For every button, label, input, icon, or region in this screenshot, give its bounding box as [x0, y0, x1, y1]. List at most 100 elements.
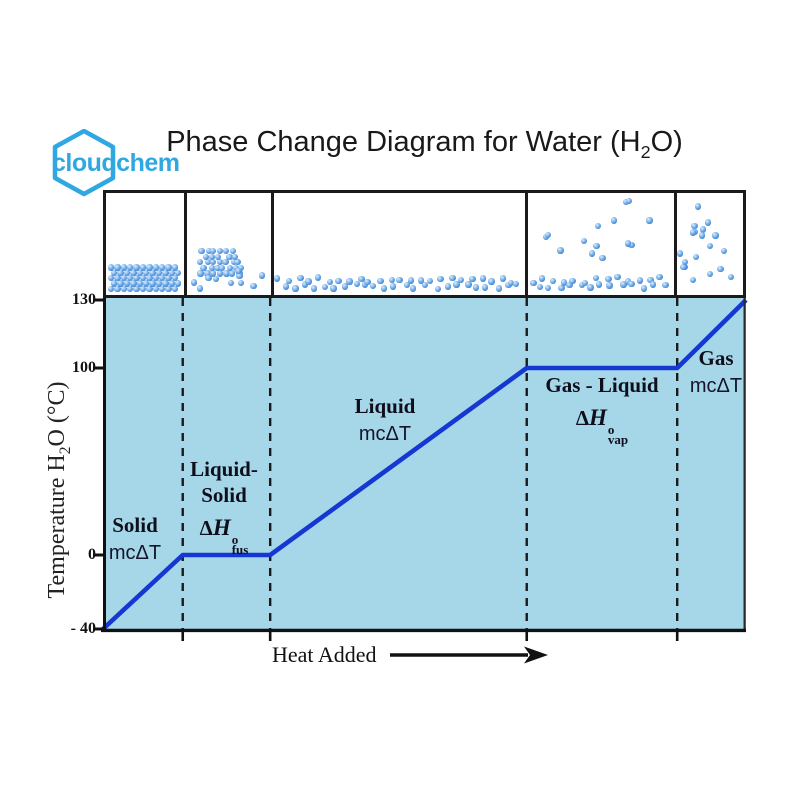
- molecule-dot: [421, 281, 429, 289]
- strip-particles: [106, 193, 743, 295]
- molecule-dot: [614, 273, 621, 281]
- molecule-dot: [273, 275, 280, 282]
- y-tick-label--40: - 40: [70, 620, 96, 637]
- molecule-dot: [133, 264, 140, 271]
- molecule-dot: [595, 281, 603, 288]
- molecule-dot: [146, 264, 153, 271]
- molecule-dot: [680, 263, 687, 270]
- molecule-dot: [120, 264, 127, 271]
- molecule-dot: [444, 283, 452, 290]
- molecule-dot: [120, 285, 127, 293]
- molecule-dot: [111, 269, 118, 276]
- molecule-dot: [437, 275, 444, 282]
- molecule-dot: [488, 278, 495, 285]
- molecule-dot: [155, 269, 163, 276]
- molecule-dot: [310, 285, 317, 292]
- molecule-dot: [689, 229, 697, 236]
- molecule-dot: [544, 284, 552, 292]
- molecule-dot: [499, 275, 507, 282]
- molecule-dot: [214, 264, 221, 272]
- molecule-dot: [646, 217, 653, 224]
- molecule-dot: [647, 276, 654, 284]
- logo: cloudchem: [51, 129, 196, 197]
- molecule-dot: [578, 281, 585, 289]
- molecule-dot: [107, 275, 115, 282]
- molecule-dot: [146, 275, 153, 282]
- molecule-dot: [712, 232, 719, 239]
- molecule-dot: [410, 285, 417, 292]
- molecule-dot: [165, 285, 172, 293]
- molecule-dot: [226, 264, 234, 272]
- y-tick-label-130: 130: [72, 291, 96, 308]
- molecule-dot: [706, 270, 713, 277]
- molecule-dot: [229, 247, 237, 254]
- molecule-dot: [628, 281, 635, 288]
- molecule-dot: [204, 270, 211, 277]
- molecule-dot: [107, 264, 115, 271]
- molecule-dot: [581, 279, 589, 287]
- molecule-dot: [358, 275, 365, 283]
- molecule-dot: [695, 203, 702, 210]
- molecule-dot: [625, 240, 632, 247]
- region-label-gas: Gas mcΔT: [690, 345, 742, 399]
- plot-area: Solid mcΔT Liquid- Solid ΔH o fus Liquid mcΔT Gas…: [93, 298, 748, 641]
- molecule-dot: [297, 274, 304, 282]
- molecule-dot: [171, 285, 179, 293]
- phase-name: Solid: [112, 513, 158, 537]
- molecule-dot: [162, 269, 169, 276]
- strip-divider: [270, 193, 274, 295]
- molecule-dot: [594, 222, 602, 229]
- molecule-dot: [496, 285, 503, 292]
- region-label-solid: Solid mcΔT: [109, 512, 161, 566]
- enthalpy-formula: ΔH o fus: [199, 515, 249, 557]
- molecule-dot: [139, 275, 147, 282]
- molecule-dot: [130, 269, 137, 276]
- molecule-dot: [130, 280, 137, 287]
- molecule-dot: [606, 282, 613, 289]
- molecule-dot: [469, 275, 476, 282]
- strip-divider: [524, 193, 528, 295]
- molecule-dot: [599, 254, 606, 262]
- molecule-dot: [227, 279, 235, 286]
- molecule-dot: [717, 265, 724, 272]
- molecule-dot: [155, 280, 163, 287]
- molecule-dot: [292, 285, 299, 292]
- molecule-dot: [656, 274, 663, 281]
- molecule-dot: [228, 270, 236, 277]
- molecule-dot: [216, 258, 224, 266]
- molecule-dot: [625, 278, 632, 285]
- molecule-dot: [196, 285, 204, 292]
- molecule-dot: [465, 281, 472, 288]
- molecule-dot: [692, 254, 700, 261]
- molecule-dot: [218, 264, 225, 272]
- molecule-dot: [472, 284, 479, 291]
- molecule-dot: [146, 285, 153, 293]
- molecule-dot: [545, 231, 552, 238]
- molecule-dot: [364, 278, 371, 286]
- phase-name: Liquid: [354, 394, 416, 418]
- molecule-dot: [196, 258, 204, 266]
- molecule-dot: [136, 269, 143, 276]
- molecule-dot: [353, 281, 361, 288]
- molecule-dot: [426, 278, 433, 285]
- molecule-dot: [557, 247, 564, 254]
- molecule-dot: [190, 279, 198, 286]
- molecule-dot: [326, 278, 334, 286]
- molecule-dot: [626, 198, 633, 205]
- molecule-dot: [114, 264, 121, 271]
- molecule-dot: [175, 269, 182, 276]
- molecule-dot: [232, 264, 240, 272]
- molecule-dot: [202, 253, 210, 261]
- molecule-dot: [208, 264, 216, 272]
- molecule-dot: [407, 277, 415, 284]
- molecule-dot: [143, 269, 150, 276]
- molecule-dot: [620, 281, 627, 288]
- region-label-liquid--solid: Liquid- Solid ΔH o fus: [190, 456, 258, 557]
- molecule-dot: [691, 222, 698, 230]
- molecule-dot: [704, 219, 712, 226]
- molecule-dot: [610, 217, 618, 224]
- molecule-dot: [127, 275, 134, 282]
- molecule-dot: [165, 264, 172, 271]
- molecule-dot: [396, 276, 403, 283]
